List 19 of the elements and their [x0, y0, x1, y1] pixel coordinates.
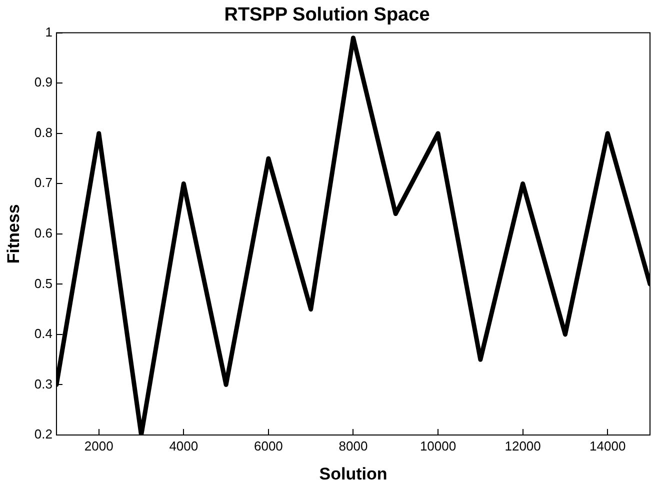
- x-tick-label: 8000: [338, 438, 368, 454]
- x-tick-label: 14000: [590, 438, 626, 454]
- x-axis-title: Solution: [319, 464, 388, 484]
- x-tick-label: 6000: [254, 438, 283, 454]
- y-tick-label: 0.8: [34, 124, 52, 140]
- x-tick-label: 10000: [420, 438, 456, 454]
- y-tick-label: 0.7: [34, 175, 52, 190]
- y-tick-label: 0.4: [34, 326, 52, 342]
- y-tick-label: 1: [45, 24, 52, 40]
- x-tick-label: 4000: [169, 438, 198, 454]
- chart-title: RTSPP Solution Space: [224, 4, 430, 26]
- x-tick-label: 2000: [84, 438, 114, 454]
- y-tick-label: 0.2: [34, 426, 52, 442]
- y-axis-title: Fitness: [4, 204, 23, 264]
- x-tick-label: 12000: [504, 438, 541, 454]
- y-tick-label: 0.5: [34, 276, 52, 291]
- y-tick-label: 0.6: [34, 225, 52, 240]
- y-tick-label: 0.9: [34, 74, 52, 90]
- y-tick-label: 0.3: [34, 376, 52, 392]
